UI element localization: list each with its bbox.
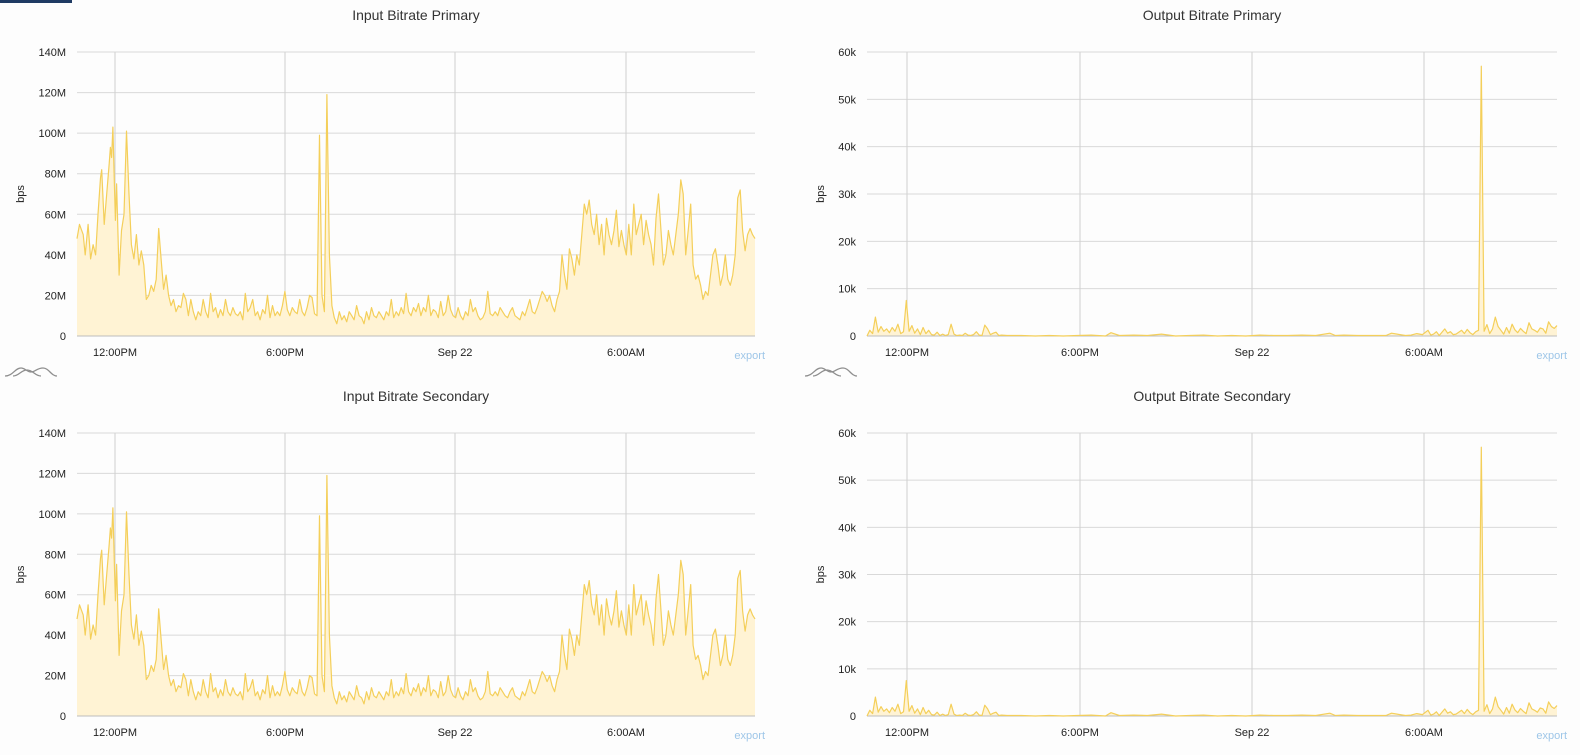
y-axis-label: bps: [15, 185, 27, 203]
series-area: [77, 475, 755, 716]
y-axis-label: bps: [815, 185, 827, 203]
y-tick-label: 140M: [38, 47, 66, 59]
chart-svg-output-bitrate-primary: Output Bitrate Primary bps 0 10k 20k 30k 40k 50…: [804, 7, 1567, 377]
y-tick-label: 0: [850, 331, 856, 343]
x-tick-label: 12:00PM: [93, 347, 137, 359]
y-tick-label: 120M: [38, 468, 66, 480]
chart-svg-input-bitrate-primary: Input Bitrate Primary bps 0 20M 40M 60M 80M 100…: [4, 7, 765, 377]
chart-title: Output Bitrate Primary: [1143, 7, 1282, 23]
export-link[interactable]: export: [734, 730, 765, 742]
x-tick-label: Sep 22: [1235, 727, 1270, 739]
y-tick-label: 0: [60, 711, 66, 723]
y-tick-label: 60M: [45, 209, 66, 221]
series-area: [867, 447, 1557, 716]
export-link[interactable]: export: [1536, 730, 1567, 742]
y-tick-label: 140M: [38, 428, 66, 440]
x-tick-label: 6:00PM: [266, 727, 304, 739]
y-tick-label: 10k: [838, 284, 856, 296]
x-tick-label: Sep 22: [1235, 347, 1270, 359]
y-tick-label: 20k: [838, 617, 856, 629]
x-tick-label: Sep 22: [438, 727, 473, 739]
y-tick-label: 60k: [838, 428, 856, 440]
y-tick-label: 40k: [838, 142, 856, 154]
y-tick-label: 80M: [45, 549, 66, 561]
y-tick-label: 100M: [38, 509, 66, 521]
series-line: [76, 94, 756, 325]
x-tick-label: 12:00PM: [885, 347, 929, 359]
y-axis-label: bps: [815, 565, 827, 583]
x-tick-label: 6:00PM: [1061, 347, 1099, 359]
y-tick-label: 20M: [45, 290, 66, 302]
y-tick-label: 0: [850, 711, 856, 723]
x-tick-label: 6:00AM: [1405, 347, 1443, 359]
y-tick-label: 20M: [45, 671, 66, 683]
chart-panel-output-bitrate-primary: Output Bitrate Primary bps 0 10k 20k 30k 40k 50…: [800, 0, 1580, 380]
y-tick-label: 10k: [838, 664, 856, 676]
x-tick-label: Sep 22: [438, 347, 473, 359]
chart-panel-output-bitrate-secondary: Output Bitrate Secondary bps 0 10k 20k 30k 40k…: [800, 381, 1580, 755]
chart-panel-input-bitrate-secondary: Input Bitrate Secondary bps 0 20M 40M 60M 80M 1…: [0, 381, 780, 755]
y-tick-label: 30k: [838, 189, 856, 201]
range-selector-icon[interactable]: [4, 367, 58, 377]
y-tick-label: 40M: [45, 250, 66, 262]
y-tick-label: 100M: [38, 128, 66, 140]
export-link[interactable]: export: [1536, 350, 1567, 362]
top-accent-bar: [0, 0, 72, 3]
x-tick-label: 6:00PM: [266, 347, 304, 359]
y-tick-label: 20k: [838, 236, 856, 248]
series-line: [866, 65, 1558, 337]
y-axis-label: bps: [15, 565, 27, 583]
chart-svg-output-bitrate-secondary: Output Bitrate Secondary bps 0 10k 20k 30k 40k…: [815, 388, 1567, 742]
x-tick-label: 6:00AM: [1405, 727, 1443, 739]
chart-svg-input-bitrate-secondary: Input Bitrate Secondary bps 0 20M 40M 60M 80M 1…: [15, 388, 765, 742]
x-tick-label: 6:00AM: [607, 727, 645, 739]
y-tick-label: 60k: [838, 47, 856, 59]
chart-panel-input-bitrate-primary: Input Bitrate Primary bps 0 20M 40M 60M 80M 100…: [0, 0, 780, 380]
chart-title: Input Bitrate Secondary: [343, 388, 489, 404]
series-area: [77, 94, 755, 336]
range-selector-icon[interactable]: [804, 367, 858, 377]
chart-title: Output Bitrate Secondary: [1133, 388, 1290, 404]
y-tick-label: 80M: [45, 169, 66, 181]
x-tick-label: 12:00PM: [885, 727, 929, 739]
y-tick-label: 60M: [45, 590, 66, 602]
series-line: [76, 474, 756, 705]
y-tick-label: 50k: [838, 94, 856, 106]
y-tick-label: 0: [60, 331, 66, 343]
y-tick-label: 50k: [838, 475, 856, 487]
x-tick-label: 6:00AM: [607, 347, 645, 359]
y-tick-label: 30k: [838, 570, 856, 582]
y-tick-label: 120M: [38, 88, 66, 100]
series-line: [866, 446, 1558, 717]
y-tick-label: 40k: [838, 522, 856, 534]
export-link[interactable]: export: [734, 350, 765, 362]
x-tick-label: 12:00PM: [93, 727, 137, 739]
chart-title: Input Bitrate Primary: [352, 7, 480, 23]
y-tick-label: 40M: [45, 630, 66, 642]
x-tick-label: 6:00PM: [1061, 727, 1099, 739]
series-area: [867, 66, 1557, 336]
